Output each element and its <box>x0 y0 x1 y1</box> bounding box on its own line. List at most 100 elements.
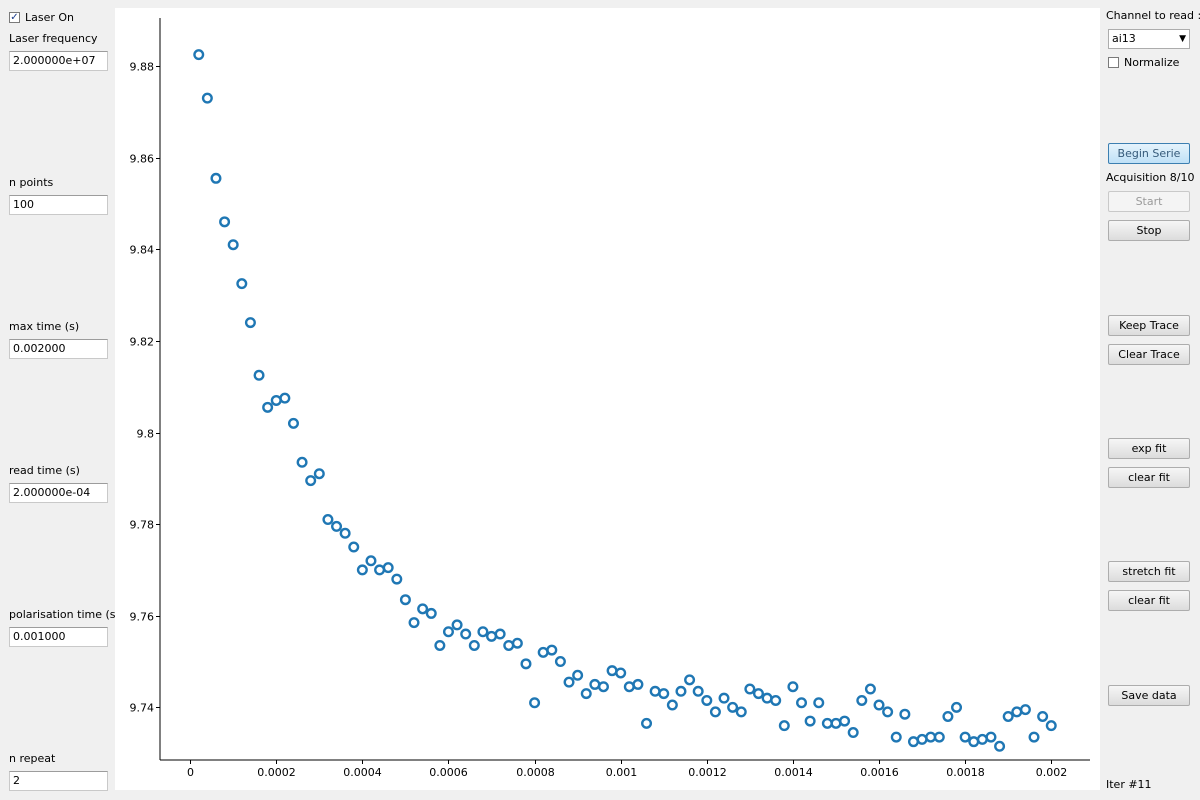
data-point <box>1028 731 1040 743</box>
y-tick-label: 9.74 <box>130 702 155 715</box>
clear-trace-button[interactable]: Clear Trace <box>1108 344 1190 365</box>
data-point <box>735 706 747 718</box>
x-tick-label: 0.0016 <box>860 766 899 779</box>
data-point <box>529 697 541 709</box>
data-point <box>210 172 222 184</box>
data-point <box>537 646 549 658</box>
data-point <box>580 688 592 700</box>
data-point <box>606 665 618 677</box>
channel-select-value: ai13 <box>1112 32 1136 45</box>
data-point <box>684 674 696 686</box>
data-point <box>460 628 472 640</box>
y-tick-label: 9.84 <box>130 244 155 257</box>
y-tick-label: 9.76 <box>130 611 155 624</box>
data-point <box>942 710 954 722</box>
y-tick-label: 9.88 <box>130 61 155 74</box>
data-point <box>236 278 248 290</box>
data-point <box>313 468 325 480</box>
plot-area: 9.74 9.76 9.78 9.8 9.82 9.84 9.86 9.88 0 0.0002 0.… <box>115 8 1100 790</box>
n-points-input[interactable]: 100 <box>9 195 108 215</box>
data-point <box>1019 704 1031 716</box>
data-point <box>778 720 790 732</box>
x-tick-label: 0.001 <box>606 766 638 779</box>
keep-trace-button[interactable]: Keep Trace <box>1108 315 1190 336</box>
begin-serie-button[interactable]: Begin Serie <box>1108 143 1190 164</box>
data-point <box>968 736 980 748</box>
data-point <box>589 678 601 690</box>
data-point <box>391 573 403 585</box>
x-tick-label: 0.0004 <box>343 766 382 779</box>
start-button[interactable]: Start <box>1108 191 1190 212</box>
data-point <box>839 715 851 727</box>
data-point <box>994 740 1006 752</box>
data-point <box>864 683 876 695</box>
x-tick-label: 0 <box>187 766 194 779</box>
data-point <box>468 639 480 651</box>
data-point <box>796 697 808 709</box>
data-point <box>486 630 498 642</box>
data-point <box>813 697 825 709</box>
laser-frequency-input[interactable]: 2.000000e+07 <box>9 51 108 71</box>
data-point <box>477 626 489 638</box>
data-point <box>761 692 773 704</box>
y-tick-label: 9.86 <box>130 153 155 166</box>
data-point <box>692 685 704 697</box>
data-point <box>933 731 945 743</box>
data-point <box>890 731 902 743</box>
data-point <box>287 417 299 429</box>
data-point <box>201 92 213 104</box>
data-point <box>305 475 317 487</box>
polarisation-time-label: polarisation time (s) <box>9 608 120 621</box>
n-repeat-input[interactable]: 2 <box>9 771 108 791</box>
data-point <box>494 628 506 640</box>
data-point <box>666 699 678 711</box>
data-point <box>1011 706 1023 718</box>
data-point <box>976 733 988 745</box>
stretch-fit-button[interactable]: stretch fit <box>1108 561 1190 582</box>
data-point <box>882 706 894 718</box>
data-point <box>787 681 799 693</box>
x-tick-label: 0.0014 <box>774 766 813 779</box>
x-tick-label: 0.0018 <box>946 766 985 779</box>
channel-select[interactable]: ai13 ▼ <box>1108 29 1190 49</box>
max-time-input[interactable]: 0.002000 <box>9 339 108 359</box>
data-point <box>244 317 256 329</box>
data-point <box>770 694 782 706</box>
data-point <box>804 715 816 727</box>
data-point <box>511 637 523 649</box>
data-point <box>1037 710 1049 722</box>
acquisition-status: Acquisition 8/10 <box>1106 171 1195 184</box>
data-point <box>262 401 274 413</box>
x-tick-label: 0.002 <box>1036 766 1068 779</box>
data-point <box>658 688 670 700</box>
clear-stretch-fit-button[interactable]: clear fit <box>1108 590 1190 611</box>
data-point <box>270 394 282 406</box>
save-data-button[interactable]: Save data <box>1108 685 1190 706</box>
data-point <box>279 392 291 404</box>
exp-fit-button[interactable]: exp fit <box>1108 438 1190 459</box>
read-time-input[interactable]: 2.000000e-04 <box>9 483 108 503</box>
clear-exp-fit-button[interactable]: clear fit <box>1108 467 1190 488</box>
y-tick-label: 9.82 <box>130 336 155 349</box>
data-point <box>563 676 575 688</box>
laser-on-checkbox[interactable]: ✓ <box>9 12 20 23</box>
normalize-checkbox[interactable] <box>1108 57 1119 68</box>
data-point <box>830 717 842 729</box>
stop-button[interactable]: Stop <box>1108 220 1190 241</box>
iter-label: Iter #11 <box>1106 778 1152 791</box>
data-point <box>701 694 713 706</box>
data-point <box>675 685 687 697</box>
y-tick-label: 9.78 <box>130 519 155 532</box>
polarisation-time-input[interactable]: 0.001000 <box>9 627 108 647</box>
max-time-label: max time (s) <box>9 320 80 333</box>
data-point <box>546 644 558 656</box>
data-point <box>727 701 739 713</box>
data-point <box>451 619 463 631</box>
data-point <box>985 731 997 743</box>
data-point <box>744 683 756 695</box>
data-point <box>916 733 928 745</box>
data-point <box>417 603 429 615</box>
data-point <box>399 594 411 606</box>
data-point <box>227 239 239 251</box>
data-point <box>356 564 368 576</box>
